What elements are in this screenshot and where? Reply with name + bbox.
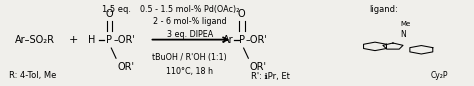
Text: Ar: Ar [223,35,233,45]
Text: R: 4-Tol, Me: R: 4-Tol, Me [9,71,56,80]
Text: Me: Me [400,21,410,27]
Text: OR': OR' [250,62,267,72]
Text: P: P [106,35,112,45]
Text: 110°C, 18 h: 110°C, 18 h [166,67,213,76]
Text: OR': OR' [118,62,135,72]
Text: +: + [69,35,79,45]
Text: 0.5 - 1.5 mol-% Pd(OAc)₂: 0.5 - 1.5 mol-% Pd(OAc)₂ [140,5,239,14]
Text: H: H [88,35,96,45]
Text: P: P [239,35,245,45]
Text: O: O [106,9,113,19]
Text: ligand:: ligand: [369,5,398,14]
Text: –OR': –OR' [246,35,268,45]
Text: 1.5 eq.: 1.5 eq. [102,5,131,14]
Text: Cy₂P: Cy₂P [430,71,448,80]
Text: O: O [238,9,246,19]
Text: 3 eq. DIPEA: 3 eq. DIPEA [167,30,213,39]
Text: tBuOH / R'OH (1:1): tBuOH / R'OH (1:1) [152,53,227,62]
Text: Ar–SO₂R: Ar–SO₂R [15,35,55,45]
Text: 2 - 6 mol-% ligand: 2 - 6 mol-% ligand [153,17,227,26]
Text: N: N [401,30,406,39]
Text: R': ℹPr, Et: R': ℹPr, Et [251,72,290,81]
Text: –OR': –OR' [114,35,136,45]
